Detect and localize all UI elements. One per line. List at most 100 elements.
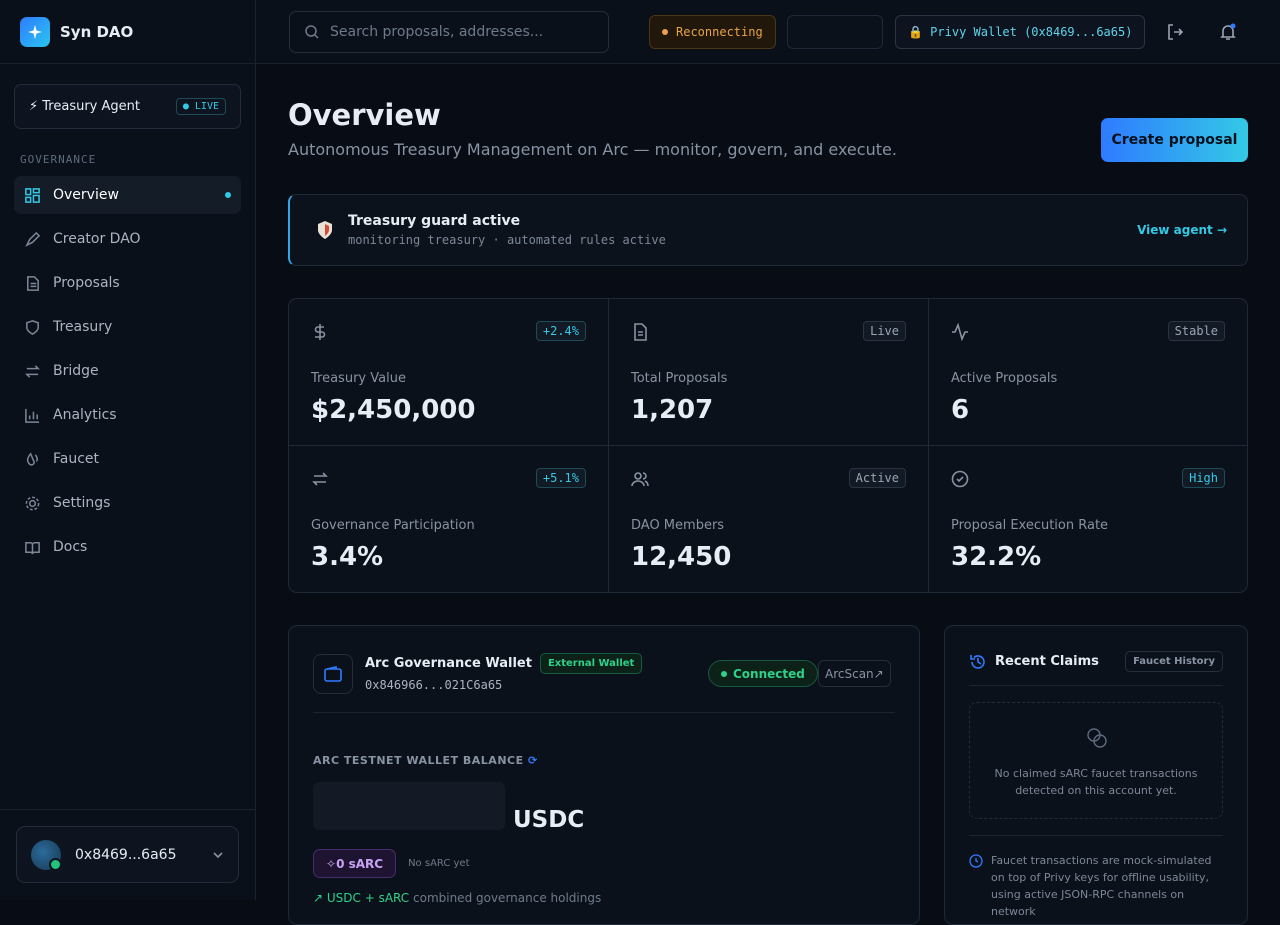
connected-dot xyxy=(721,670,727,677)
claims-note: Faucet transactions are mock-simulated o… xyxy=(991,854,1212,918)
nav-label: Settings xyxy=(53,495,111,511)
arcscan-link[interactable]: ArcScan ↗ xyxy=(818,660,891,687)
stat-badge: +5.1% xyxy=(535,468,586,488)
stat-card: High Proposal Execution Rate 32.2% xyxy=(929,446,1247,592)
sarc-note: No sARC yet xyxy=(408,858,470,869)
balance-label-text: ARC TESTNET WALLET BALANCE xyxy=(313,754,524,767)
agent-label: ⚡ Treasury Agent xyxy=(29,99,140,114)
wallet-icon xyxy=(313,654,353,694)
wallet-button[interactable]: 🔒 Privy Wallet (0x8469...6a65) xyxy=(895,15,1146,49)
wallet-tag: External Wallet xyxy=(539,653,643,674)
stat-value: $2,450,000 xyxy=(311,395,476,425)
nav-label: Bridge xyxy=(53,363,99,379)
account-address: 0x8469...6a65 xyxy=(75,846,177,863)
agent-card[interactable]: ⚡ Treasury Agent ● LIVE xyxy=(14,84,241,129)
nav-item[interactable]: Proposals xyxy=(14,264,241,302)
divider xyxy=(0,809,255,810)
brand-name: Syn DAO xyxy=(60,22,134,41)
nav-label: Overview xyxy=(53,187,119,203)
stat-value: 12,450 xyxy=(631,542,732,572)
nav-item[interactable]: Overview xyxy=(14,176,241,214)
stat-badge: Active xyxy=(848,468,906,488)
nav-label: Creator DAO xyxy=(53,231,141,247)
guard-title: Treasury guard active xyxy=(348,213,521,229)
search-placeholder: Search proposals, addresses... xyxy=(330,24,544,40)
holdings-text: ↗ USDC + sARC xyxy=(313,891,410,905)
claims-card: Recent Claims Faucet History No claimed … xyxy=(944,625,1248,925)
stat-value: 6 xyxy=(951,395,970,425)
shield-icon xyxy=(318,221,332,239)
main: Overview Autonomous Treasury Management … xyxy=(288,64,1248,925)
nav-label: Proposals xyxy=(53,275,120,291)
sarc-text: 0 sARC xyxy=(336,856,384,871)
nav-label: Treasury xyxy=(53,319,113,335)
history-icon xyxy=(970,655,985,669)
stat-label: Active Proposals xyxy=(951,371,1058,386)
connected-badge: Connected xyxy=(708,660,818,687)
divider xyxy=(313,712,895,713)
empty-state: No claimed sARC faucet transactions dete… xyxy=(969,702,1223,819)
stat-label: Treasury Value xyxy=(311,371,406,386)
guard-banner: Treasury guard active monitoring treasur… xyxy=(288,194,1248,266)
connection-status: Reconnecting xyxy=(649,15,776,49)
holdings-label: USDC + sARC xyxy=(326,891,410,905)
logout-icon[interactable] xyxy=(1165,22,1185,42)
stat-card: +5.1% Governance Participation 3.4% xyxy=(289,446,609,592)
nav-item[interactable]: Docs xyxy=(14,528,241,566)
wallet-title: Arc Governance Wallet xyxy=(365,656,532,671)
nav-label: Analytics xyxy=(53,407,117,423)
search-box[interactable]: Search proposals, addresses... xyxy=(289,11,609,53)
brand[interactable]: Syn DAO xyxy=(0,0,255,64)
wallet-text: 🔒 Privy Wallet (0x8469...6a65) xyxy=(908,25,1133,39)
create-proposal-button[interactable]: Create proposal xyxy=(1101,118,1248,162)
search-icon xyxy=(305,25,319,39)
notifications-icon[interactable] xyxy=(1218,22,1238,42)
account-menu[interactable]: 0x8469...6a65 xyxy=(16,826,239,883)
view-agent-link[interactable]: View agent → xyxy=(1137,223,1227,237)
nav-item[interactable]: Analytics xyxy=(14,396,241,434)
stat-value: 3.4% xyxy=(311,542,384,572)
balance-skeleton xyxy=(313,782,505,830)
page-title: Overview xyxy=(288,98,441,132)
stat-label: Total Proposals xyxy=(631,371,728,386)
live-text: LIVE xyxy=(194,101,219,112)
chevron xyxy=(213,851,223,858)
stat-card: Stable Active Proposals 6 xyxy=(929,299,1247,446)
status-dot xyxy=(662,29,668,35)
stat-label: DAO Members xyxy=(631,518,725,533)
coins-icon xyxy=(1087,728,1107,748)
wallet-card: Arc Governance Wallet External Wallet 0x… xyxy=(288,625,920,925)
stat-badge: Stable xyxy=(1167,321,1225,341)
holdings: ↗ USDC + sARC combined governance holdin… xyxy=(313,891,601,905)
topbar: Search proposals, addresses... Reconnect… xyxy=(256,0,1280,64)
holdings-note: combined governance holdings xyxy=(413,891,602,905)
active-dot xyxy=(225,192,231,198)
connected-text: Connected xyxy=(733,666,805,681)
stat-badge: High xyxy=(1182,468,1225,488)
stat-label: Proposal Execution Rate xyxy=(951,518,1109,533)
nav-label: Faucet xyxy=(53,451,100,467)
wallet-address[interactable]: 0x846966...021C6a65 xyxy=(365,678,503,692)
claims-title: Recent Claims xyxy=(995,654,1099,669)
sidebar: Syn DAO ⚡ Treasury Agent ● LIVE GOVERNAN… xyxy=(0,0,256,900)
logo xyxy=(20,16,50,47)
nav-item[interactable]: Bridge xyxy=(14,352,241,390)
nav-label: Docs xyxy=(53,539,88,555)
nav-item[interactable]: Creator DAO xyxy=(14,220,241,258)
arcscan-text: ArcScan xyxy=(825,666,874,681)
status-text: Reconnecting xyxy=(676,25,763,39)
divider xyxy=(969,835,1223,836)
clock-icon xyxy=(969,854,983,868)
divider xyxy=(969,685,1223,686)
stat-value: 32.2% xyxy=(951,542,1042,572)
page-subtitle: Autonomous Treasury Management on Arc — … xyxy=(288,140,897,159)
nav-item[interactable]: Treasury xyxy=(14,308,241,346)
nav-item[interactable]: Settings xyxy=(14,484,241,522)
stat-card: Active DAO Members 12,450 xyxy=(609,446,929,592)
balance-unit: USDC xyxy=(513,807,585,833)
balance-label: ARC TESTNET WALLET BALANCE ⟳ xyxy=(313,754,538,767)
stat-card: +2.4% Treasury Value $2,450,000 xyxy=(289,299,609,446)
nav-item[interactable]: Faucet xyxy=(14,440,241,478)
